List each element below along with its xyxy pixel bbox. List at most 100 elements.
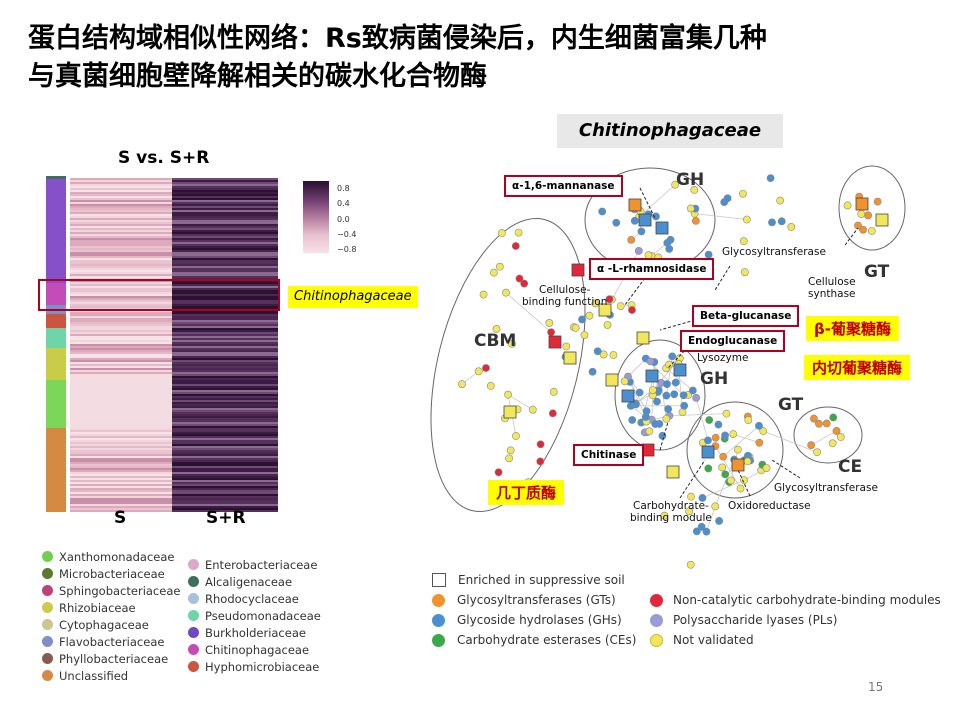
heat-cell xyxy=(172,410,278,412)
colorbar-ticks: 0.8 0.4 0.0 −0.4 −0.8 xyxy=(337,184,356,254)
network-node xyxy=(679,391,688,400)
heat-cell xyxy=(172,466,278,468)
heat-cell xyxy=(70,390,172,392)
taxon-legend-right: Enterobacteriaceae Alcaligenaceae Rhodoc… xyxy=(188,556,321,675)
heat-cell xyxy=(70,334,172,336)
heat-cell xyxy=(172,404,278,406)
enriched-node xyxy=(655,221,669,235)
enriched-node xyxy=(731,458,745,472)
enriched-node xyxy=(875,213,889,227)
heat-cell xyxy=(172,444,278,446)
legend-item: Non-catalytic carbohydrate-binding modul… xyxy=(650,590,941,610)
heat-cell xyxy=(70,448,172,450)
network-node xyxy=(688,386,697,395)
heat-cell xyxy=(70,478,172,480)
heat-cell xyxy=(70,420,172,422)
label-gt-mid: GT xyxy=(778,395,804,415)
heat-cell xyxy=(172,436,278,438)
heat-cell xyxy=(172,296,278,298)
heat-cell xyxy=(70,440,172,442)
network-node xyxy=(733,445,742,454)
enriched-node xyxy=(503,405,517,419)
label-glycosyltransferase-top: Glycosyltransferase xyxy=(722,246,826,258)
heat-cell xyxy=(172,446,278,448)
heat-cell xyxy=(172,250,278,252)
heat-cell xyxy=(172,204,278,206)
enriched-node xyxy=(548,335,562,349)
heat-cell xyxy=(70,404,172,406)
heat-cell xyxy=(172,360,278,362)
heat-cell xyxy=(70,428,172,430)
heat-cell xyxy=(70,450,172,452)
heat-cell xyxy=(172,506,278,508)
xlabel-s: S xyxy=(114,508,127,528)
network-edge xyxy=(695,397,709,441)
heat-cell xyxy=(70,386,172,388)
heat-cell xyxy=(70,468,172,470)
heat-cell xyxy=(172,344,278,346)
heat-cell xyxy=(70,330,172,332)
heat-cell xyxy=(172,458,278,460)
heat-cell xyxy=(172,416,278,418)
heat-cell xyxy=(172,210,278,212)
heat-cell xyxy=(172,510,278,512)
heat-cell xyxy=(70,416,172,418)
heat-cell xyxy=(70,344,172,346)
heat-cell xyxy=(172,376,278,378)
network-edge xyxy=(638,184,676,218)
heat-cell xyxy=(70,200,172,202)
network-node xyxy=(822,419,831,428)
heat-cell xyxy=(172,456,278,458)
heat-cell xyxy=(70,306,172,308)
network-edge xyxy=(669,413,727,417)
network-node xyxy=(828,439,837,448)
network-node xyxy=(740,476,748,485)
heat-cell xyxy=(172,284,278,286)
heat-cell xyxy=(172,422,278,424)
heat-cell xyxy=(70,400,172,402)
network-edge xyxy=(702,479,745,499)
heat-cell xyxy=(70,432,172,434)
sidebar-segment xyxy=(46,176,66,179)
heat-cell xyxy=(70,356,172,358)
heat-cell xyxy=(172,346,278,348)
colorbar xyxy=(303,181,329,253)
legend-item: Glycosyltransferases (GTs) xyxy=(432,590,636,610)
network-node xyxy=(762,464,771,473)
heat-cell xyxy=(70,272,172,274)
heat-cell xyxy=(70,372,172,374)
network-node xyxy=(634,247,643,255)
network-node xyxy=(698,494,707,502)
network-node xyxy=(829,413,838,422)
heat-cell xyxy=(172,234,278,236)
legend-item: Unclassified xyxy=(42,667,180,684)
heat-cell xyxy=(70,418,172,420)
heatmap xyxy=(46,176,278,512)
network-edge xyxy=(706,506,716,532)
heat-cell xyxy=(172,342,278,344)
network-edge xyxy=(733,433,760,444)
heat-cell xyxy=(70,366,172,368)
heat-cell xyxy=(172,288,278,290)
heat-cell xyxy=(172,324,278,326)
heat-cell xyxy=(172,200,278,202)
heat-cell xyxy=(70,276,172,278)
cb-tick: 0.8 xyxy=(337,184,350,193)
network-node xyxy=(685,507,694,516)
network-edge xyxy=(722,425,760,457)
enriched-node xyxy=(621,389,635,403)
heat-cell xyxy=(172,190,278,192)
network-node xyxy=(648,386,657,394)
heat-cell xyxy=(70,422,172,424)
heat-cell xyxy=(70,474,172,476)
network-node xyxy=(691,216,700,225)
heat-cell xyxy=(172,268,278,270)
network-node xyxy=(489,268,498,277)
heat-cell xyxy=(70,456,172,458)
heat-cell xyxy=(70,464,172,466)
heat-cell xyxy=(172,206,278,208)
network-node xyxy=(662,391,671,400)
heat-cell xyxy=(70,284,172,286)
network-node xyxy=(680,401,689,410)
network-node xyxy=(612,218,621,227)
